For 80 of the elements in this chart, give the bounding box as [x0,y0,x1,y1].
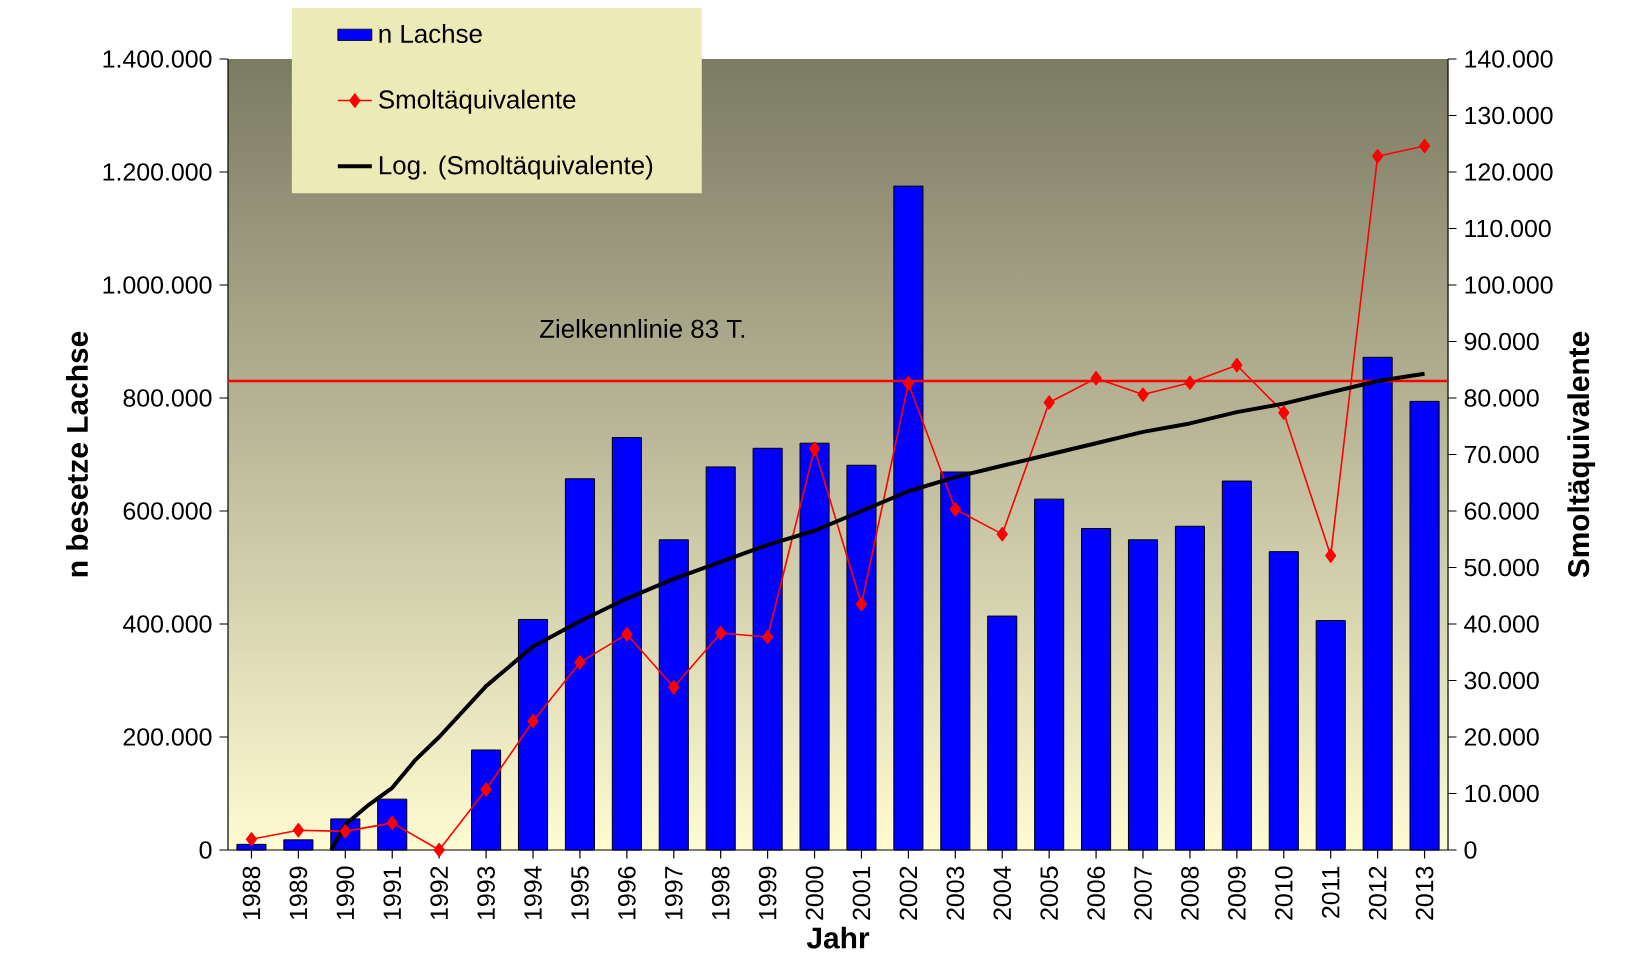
x-tick-label: 2010 [1274,866,1293,920]
y2-tick-label: 100.000 [1465,276,1553,294]
point [1278,405,1290,420]
y2-tick-label: 0 [1464,841,1477,859]
x-tick-label: 2006 [1087,866,1105,920]
point [1418,138,1431,154]
x-tick-label: 1992 [430,866,448,920]
point [1325,548,1337,563]
point [245,832,258,847]
y-tick-label: 1.200.000 [103,163,212,181]
point [855,597,868,612]
y2-tick-label: 80.000 [1464,389,1539,407]
point [433,842,445,858]
x-tick-label: 2013 [1415,866,1434,920]
y-tick-label: 800.000 [123,389,212,407]
point [574,655,586,670]
x-tick-label: 1998 [711,866,730,920]
point [621,626,633,642]
y2-tick-label: 140.000 [1465,50,1553,68]
x-tick-label: 1997 [664,866,683,920]
y2-tick-label: 60.000 [1464,502,1539,520]
point [1372,149,1384,164]
point [996,526,1008,542]
y-tick-label: 200.000 [123,728,212,746]
y2-tick-label: 50.000 [1464,558,1539,577]
x-tick-label: 1989 [289,866,308,920]
y2-tick-label: 20.000 [1464,728,1539,746]
y2-tick-label: 110.000 [1465,219,1551,238]
y-axis-title: n besetze Lachse [66,331,88,577]
x-tick-label: 1994 [524,866,542,920]
point [1043,395,1055,410]
y2-tick-label: 130.000 [1465,106,1553,125]
legend-label: Log. (Smoltäquivalente) [379,155,653,180]
y2-tick-label: 30.000 [1464,671,1539,690]
x-tick-label: 2004 [993,866,1012,920]
x-tick-label: 2000 [805,866,824,920]
x-tick-label: 1993 [477,866,495,920]
y2-axis-title: Smoltäquivalente [1567,331,1596,578]
x-tick-label: 2005 [1040,866,1058,920]
x-tick-label: 2012 [1368,866,1387,920]
y-tick-label: 1.400.000 [103,50,212,68]
point [1184,375,1196,390]
legend-label: Smoltäquivalente [379,89,576,114]
x-tick-label: 2008 [1181,866,1199,920]
x-tick-label: 2007 [1134,866,1152,920]
x-tick-label: 2003 [946,866,965,920]
x-axis-title: Jahr [806,926,870,949]
y-tick-label: 1.000.000 [103,276,212,294]
point [715,625,727,641]
point [292,823,304,838]
x-tick-label: 1995 [571,866,589,920]
point [480,782,492,797]
y-tick-label: 0 [199,841,212,859]
point [527,714,539,729]
y2-tick-label: 40.000 [1464,615,1539,633]
point [1137,387,1149,402]
x-tick-label: 2011 [1321,866,1340,918]
y2-tick-label: 70.000 [1464,445,1539,464]
ref-line-label: Zielkennlinie 83 T. [539,318,745,338]
x-tick-label: 1999 [758,866,777,920]
point [668,680,680,695]
legend-label: n Lachse [379,23,482,43]
y-tick-label: 400.000 [123,615,212,633]
point [902,376,914,391]
x-tick-label: 1988 [242,866,261,920]
y2-tick-label: 90.000 [1464,332,1539,351]
x-tick-label: 2002 [899,866,918,920]
point [762,629,774,645]
x-tick-label: 1990 [336,866,355,920]
point [949,502,961,517]
y-tick-label: 600.000 [123,502,212,520]
point [1090,371,1102,386]
point [808,441,821,457]
point [1231,358,1243,373]
x-tick-label: 1991 [383,866,402,920]
x-tick-label: 2009 [1228,866,1246,920]
x-tick-label: 1996 [618,866,636,920]
x-tick-label: 2001 [852,866,871,920]
y2-tick-label: 10.000 [1465,784,1539,803]
y2-tick-label: 120.000 [1465,163,1553,181]
